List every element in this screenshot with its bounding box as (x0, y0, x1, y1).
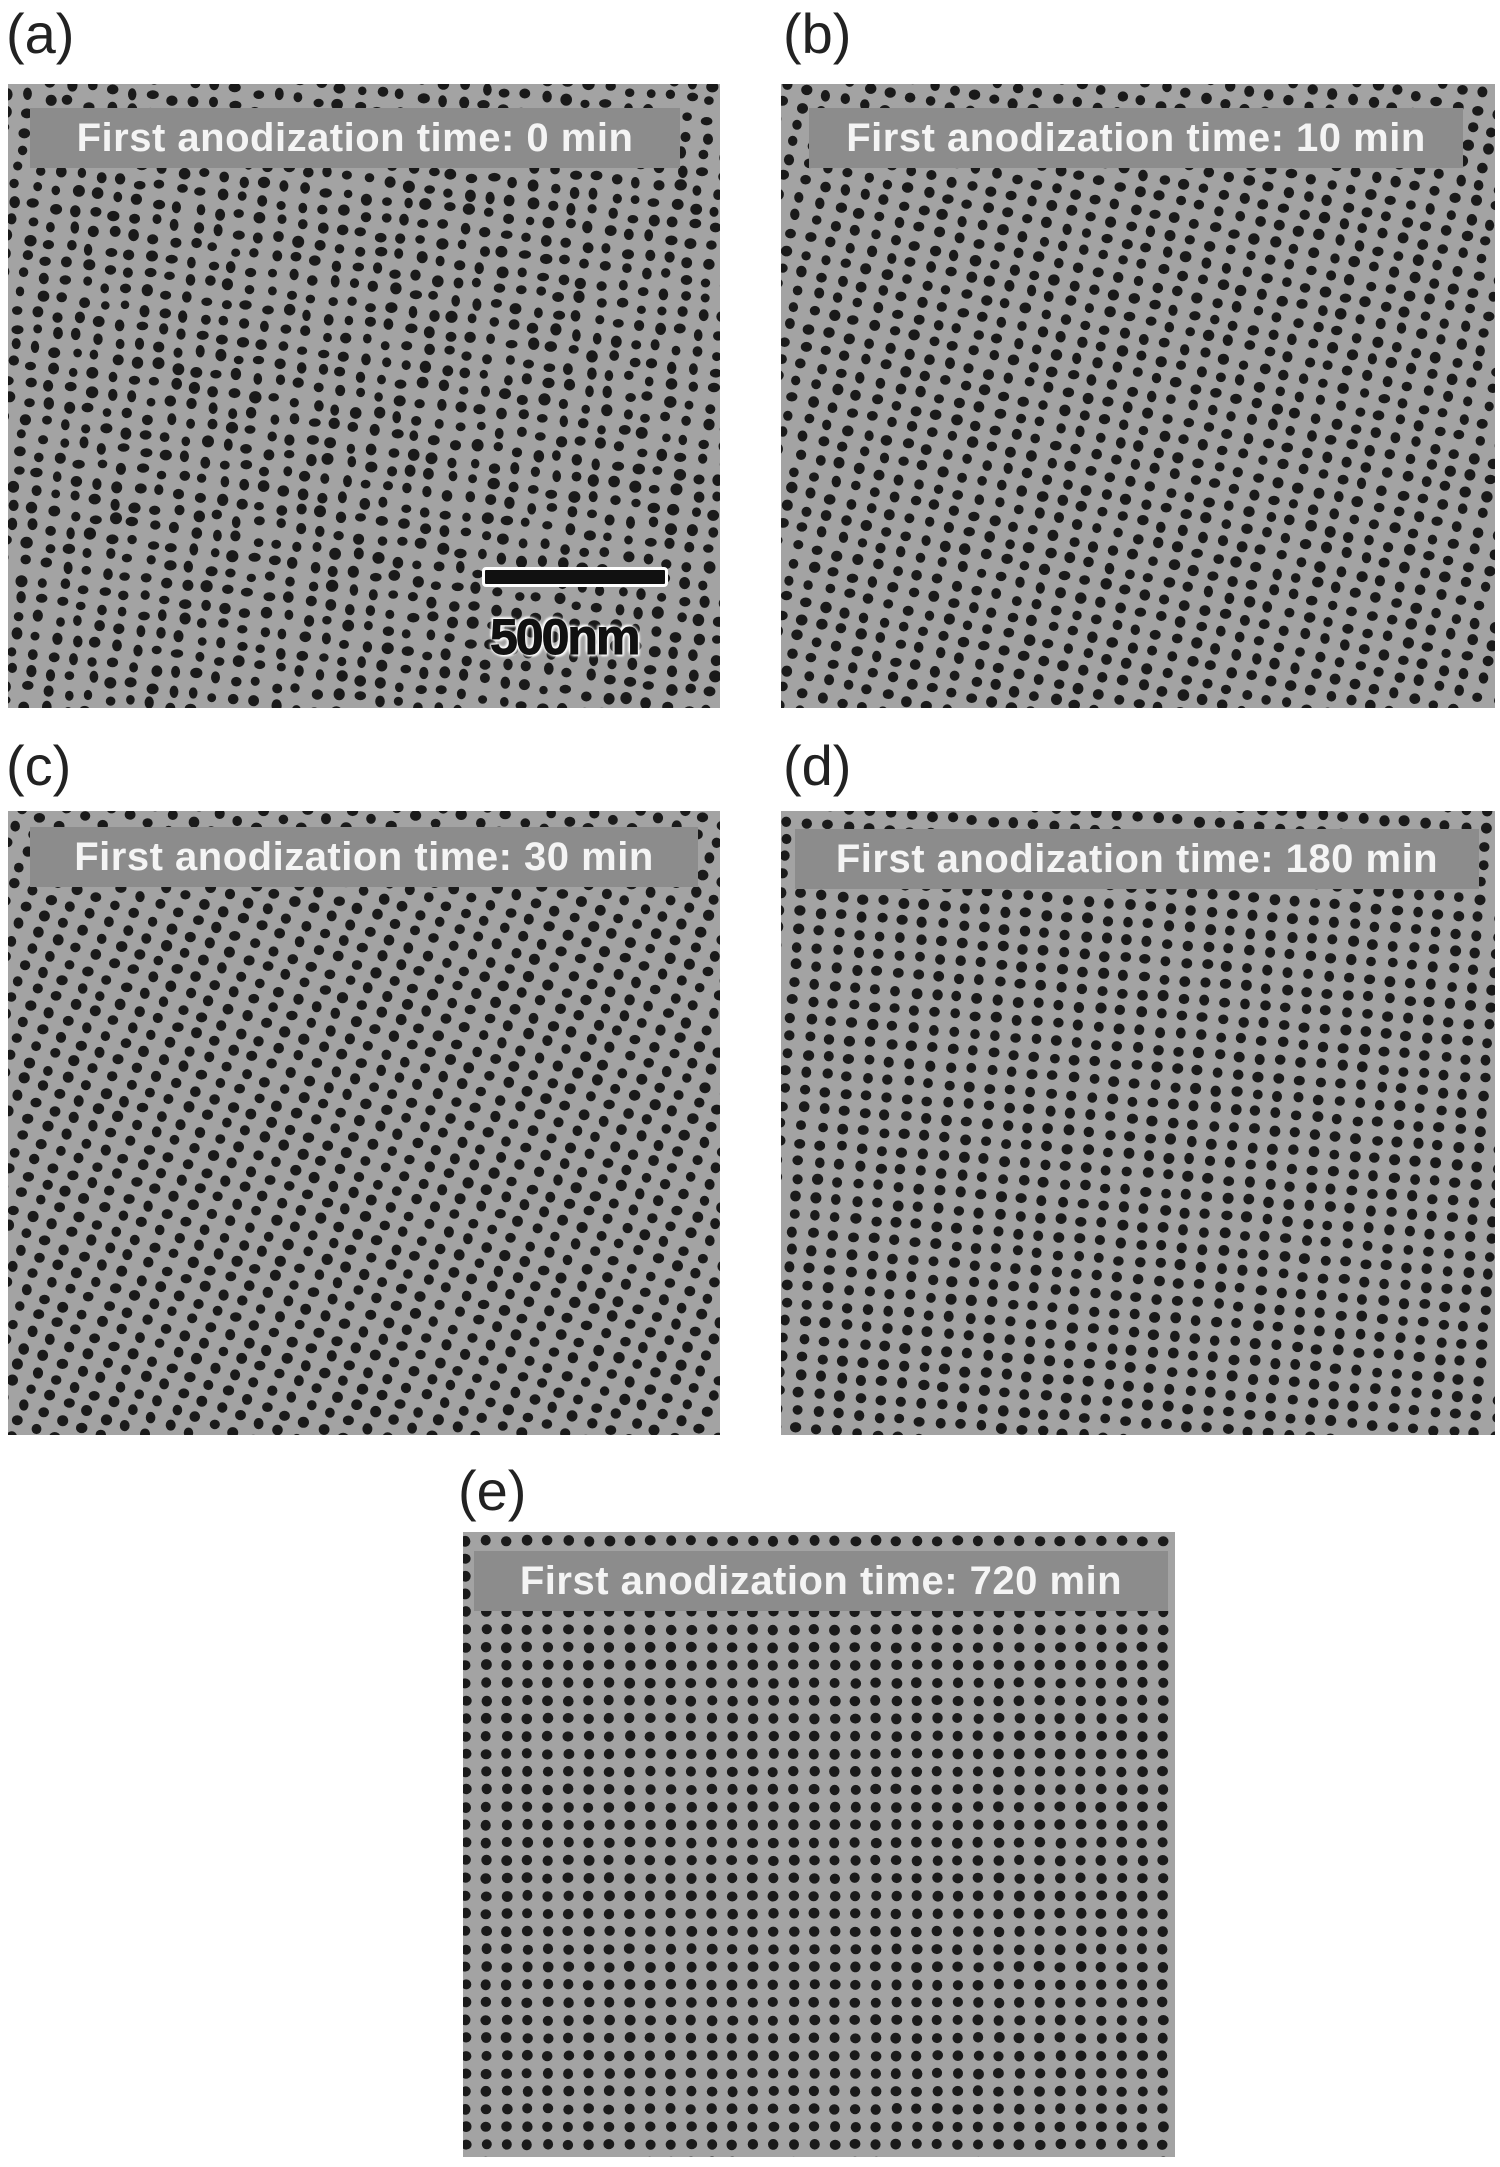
caption-d: First anodization time: 180 min (795, 829, 1479, 889)
pore-texture (8, 84, 720, 708)
pore-texture (463, 1534, 1169, 2157)
pore-texture (781, 84, 1495, 708)
sem-image-a: First anodization time: 0 min 500nm (8, 84, 720, 708)
caption-c: First anodization time: 30 min (30, 827, 698, 887)
panel-label-d: (d) (783, 734, 852, 797)
scale-bar-label: 500nm (489, 609, 640, 666)
caption-a: First anodization time: 0 min (30, 108, 680, 168)
sem-image-d: First anodization time: 180 min (781, 811, 1495, 1435)
caption-b: First anodization time: 10 min (809, 108, 1463, 168)
pore-texture (8, 811, 720, 1435)
panel-label-e: (e) (458, 1459, 527, 1522)
caption-e: First anodization time: 720 min (474, 1551, 1168, 1611)
sem-image-c: First anodization time: 30 min (8, 811, 720, 1435)
panel-label-b: (b) (783, 2, 852, 65)
sem-image-e: First anodization time: 720 min (463, 1532, 1175, 2157)
scale-bar (482, 567, 668, 587)
panel-label-c: (c) (6, 734, 72, 797)
pore-texture (781, 811, 1495, 1435)
sem-image-b: First anodization time: 10 min (781, 84, 1495, 708)
panel-label-a: (a) (6, 2, 75, 65)
